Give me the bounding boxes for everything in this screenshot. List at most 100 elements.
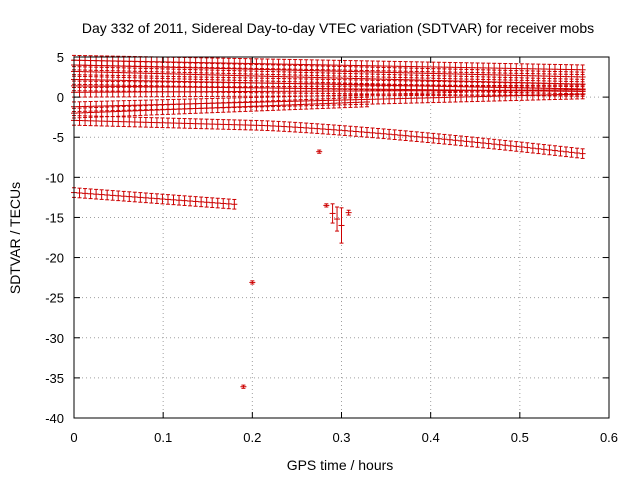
- data-point: [270, 120, 277, 132]
- data-point: [352, 97, 359, 108]
- data-point: [142, 117, 149, 128]
- data-point: [115, 190, 122, 202]
- data-point: [131, 86, 138, 98]
- data-point: [249, 280, 256, 285]
- data-point: [358, 96, 365, 108]
- data-point: [264, 86, 271, 97]
- data-point: [275, 86, 282, 97]
- data-point: [336, 97, 343, 109]
- data-point: [419, 131, 426, 143]
- data-point: [364, 96, 371, 108]
- data-point: [341, 85, 348, 97]
- data-point: [469, 136, 476, 148]
- y-tick-label: -10: [45, 170, 64, 185]
- data-point: [380, 93, 387, 105]
- y-axis-label: SDTVAR / TECUs: [7, 182, 23, 294]
- data-point: [524, 90, 531, 101]
- data-point: [220, 198, 227, 209]
- data-point: [513, 90, 520, 101]
- data-point: [352, 85, 359, 97]
- data-point: [336, 124, 343, 136]
- x-tick-label: 0.4: [422, 430, 440, 445]
- data-point: [104, 106, 111, 118]
- data-point: [225, 101, 232, 113]
- data-point: [187, 118, 194, 129]
- data-point: [513, 141, 520, 152]
- data-point: [82, 115, 89, 126]
- data-point: [142, 192, 149, 204]
- data-point: [87, 115, 94, 127]
- data-point: [380, 128, 387, 140]
- data-point: [579, 88, 586, 100]
- data-point: [496, 139, 503, 151]
- data-point: [253, 100, 260, 112]
- data-point: [336, 85, 343, 97]
- data-point: [334, 206, 341, 232]
- data-point: [104, 115, 111, 127]
- data-point: [518, 141, 525, 153]
- data-point: [535, 143, 542, 155]
- data-point: [275, 120, 282, 132]
- data-point: [325, 98, 332, 109]
- data-point: [297, 122, 304, 133]
- data-point: [187, 86, 194, 98]
- data-point: [563, 146, 570, 158]
- data-point: [330, 97, 337, 109]
- data-point: [308, 122, 315, 134]
- data-point: [402, 93, 409, 104]
- data-point: [563, 89, 570, 100]
- data-point: [419, 92, 426, 104]
- data-point: [270, 100, 277, 111]
- data-point: [319, 98, 326, 109]
- data-point: [579, 148, 586, 159]
- x-axis-label: GPS time / hours: [287, 457, 394, 473]
- x-tick-label: 0: [70, 430, 77, 445]
- data-point: [529, 142, 536, 154]
- y-tick-label: 5: [57, 50, 64, 65]
- data-point: [231, 119, 238, 131]
- data-point: [93, 188, 100, 200]
- data-point: [142, 105, 149, 116]
- data-point: [430, 132, 437, 144]
- data-point: [159, 193, 166, 205]
- data-point: [275, 100, 282, 111]
- data-point: [314, 98, 321, 110]
- data-point: [258, 120, 265, 131]
- data-point: [203, 196, 210, 208]
- data-point: [93, 86, 100, 98]
- data-point: [142, 86, 149, 98]
- data-point: [397, 93, 404, 104]
- data-point: [474, 91, 481, 102]
- data-point: [170, 117, 177, 129]
- y-tick-label: -35: [45, 371, 64, 386]
- data-point: [176, 103, 183, 115]
- data-point: [435, 133, 442, 145]
- data-point: [568, 88, 575, 100]
- data-point: [220, 102, 227, 113]
- data-point: [242, 101, 249, 112]
- data-point: [231, 198, 238, 210]
- axes: 0 0.1 0.2 0.3 0.4 0.5 0.6 5 0 -5 -10 -15 -20 -25 -30 -3…: [45, 50, 618, 445]
- data-point: [330, 124, 337, 136]
- data-point: [198, 102, 205, 114]
- data-point: [329, 203, 336, 224]
- data-point: [452, 134, 459, 146]
- data-point: [192, 86, 199, 98]
- data-point: [148, 86, 155, 98]
- series-track-f: [71, 84, 586, 98]
- data-point: [341, 97, 348, 109]
- data-point: [502, 139, 509, 151]
- data-point: [164, 86, 171, 98]
- data-point: [198, 196, 205, 208]
- data-point: [253, 86, 260, 97]
- data-point: [209, 86, 216, 97]
- data-point: [352, 126, 359, 137]
- data-point: [164, 194, 171, 205]
- data-point: [551, 89, 558, 101]
- data-point: [347, 125, 354, 137]
- data-point: [430, 92, 437, 104]
- data-point: [557, 145, 564, 157]
- data-point: [225, 198, 232, 210]
- data-point: [391, 129, 398, 141]
- y-tick-label: -40: [45, 411, 64, 426]
